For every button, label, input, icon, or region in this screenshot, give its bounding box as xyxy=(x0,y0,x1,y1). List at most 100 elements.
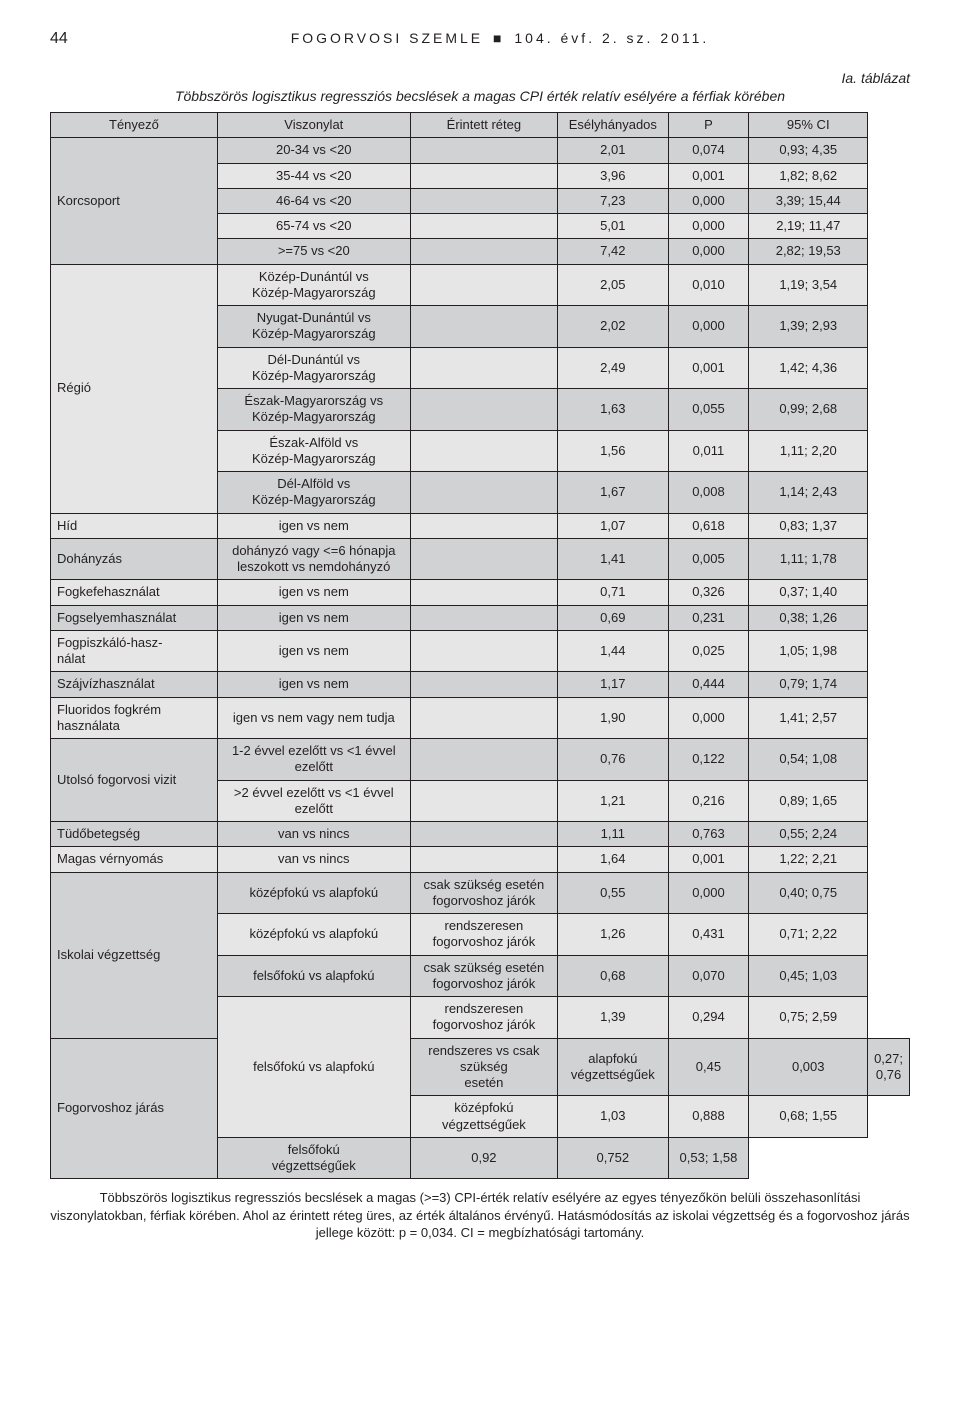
p-cell: 0,001 xyxy=(668,847,749,872)
table-row: Szájvízhasználatigen vs nem1,170,4440,79… xyxy=(51,672,910,697)
ci-cell: 0,68; 1,55 xyxy=(749,1096,868,1138)
or-cell: 1,26 xyxy=(558,914,668,956)
ci-cell: 0,45; 1,03 xyxy=(749,955,868,997)
or-cell: 2,49 xyxy=(558,347,668,389)
factor-cell: Magas vérnyomás xyxy=(51,847,218,872)
layer-cell xyxy=(410,513,558,538)
p-cell: 0,752 xyxy=(558,1137,668,1179)
factor-cell: Iskolai végzettség xyxy=(51,872,218,1038)
layer-cell xyxy=(410,430,558,472)
ci-cell: 1,82; 8,62 xyxy=(749,163,868,188)
p-cell: 0,216 xyxy=(668,780,749,822)
or-cell: 1,11 xyxy=(558,822,668,847)
relation-cell: Észak-Alföld vsKözép-Magyarország xyxy=(217,430,410,472)
or-cell: 0,92 xyxy=(410,1137,558,1179)
table-row: Iskolai végzettségközépfokú vs alapfokúc… xyxy=(51,872,910,914)
page-number: 44 xyxy=(50,30,90,48)
ci-cell: 0,40; 0,75 xyxy=(749,872,868,914)
factor-cell: Fogselyemhasználat xyxy=(51,605,218,630)
ci-cell: 1,42; 4,36 xyxy=(749,347,868,389)
p-cell: 0,000 xyxy=(668,872,749,914)
or-cell: 0,55 xyxy=(558,872,668,914)
relation-cell: van vs nincs xyxy=(217,847,410,872)
layer-cell xyxy=(410,264,558,306)
p-cell: 0,055 xyxy=(668,389,749,431)
ci-cell: 1,14; 2,43 xyxy=(749,472,868,514)
layer-cell xyxy=(410,697,558,739)
layer-cell: alapfokúvégzettségűek xyxy=(558,1038,668,1096)
or-cell: 1,41 xyxy=(558,538,668,580)
layer-cell xyxy=(410,538,558,580)
or-cell: 1,21 xyxy=(558,780,668,822)
layer-cell xyxy=(410,780,558,822)
or-cell: 1,90 xyxy=(558,697,668,739)
factor-cell: Szájvízhasználat xyxy=(51,672,218,697)
p-cell: 0,231 xyxy=(668,605,749,630)
table-caption: Többszörös logisztikus regressziós becsl… xyxy=(50,88,910,104)
relation-cell: Nyugat-Dunántúl vsKözép-Magyarország xyxy=(217,306,410,348)
p-cell: 0,326 xyxy=(668,580,749,605)
factor-cell: Fogpiszkáló-hasz-nálat xyxy=(51,630,218,672)
layer-cell xyxy=(410,188,558,213)
table-header-row: TényezőViszonylatÉrintett rétegEsélyhány… xyxy=(51,113,910,138)
or-cell: 3,96 xyxy=(558,163,668,188)
ci-cell: 0,53; 1,58 xyxy=(668,1137,749,1179)
table-row: Magas vérnyomásvan vs nincs 1,640,0011,22… xyxy=(51,847,910,872)
layer-cell xyxy=(410,822,558,847)
factor-cell: Tüdőbetegség xyxy=(51,822,218,847)
ci-cell: 2,82; 19,53 xyxy=(749,239,868,264)
ci-cell: 1,11; 2,20 xyxy=(749,430,868,472)
layer-cell: csak szükség eseténfogorvoshoz járók xyxy=(410,955,558,997)
relation-cell: Dél-Dunántúl vsKözép-Magyarország xyxy=(217,347,410,389)
layer-cell xyxy=(410,472,558,514)
factor-cell: Fluoridos fogkrémhasználata xyxy=(51,697,218,739)
p-cell: 0,070 xyxy=(668,955,749,997)
or-cell: 2,02 xyxy=(558,306,668,348)
layer-cell xyxy=(410,138,558,163)
or-cell: 1,64 xyxy=(558,847,668,872)
ci-cell: 0,54; 1,08 xyxy=(749,739,868,781)
table-row: Tüdőbetegségvan vs nincs1,110,7630,55; 2… xyxy=(51,822,910,847)
p-cell: 0,431 xyxy=(668,914,749,956)
journal-issue: 104. évf. 2. sz. 2011. xyxy=(514,30,709,46)
or-cell: 1,44 xyxy=(558,630,668,672)
ci-cell: 0,75; 2,59 xyxy=(749,997,868,1039)
table-column-header: Viszonylat xyxy=(217,113,410,138)
layer-cell xyxy=(410,239,558,264)
factor-cell: Korcsoport xyxy=(51,138,218,264)
or-cell: 1,63 xyxy=(558,389,668,431)
table-row: Fogpiszkáló-hasz-nálatigen vs nem1,440,0… xyxy=(51,630,910,672)
layer-cell: rendszeresenfogorvoshoz járók xyxy=(410,997,558,1039)
table-row: Dohányzásdohányzó vagy <=6 hónapjaleszok… xyxy=(51,538,910,580)
ci-cell: 0,71; 2,22 xyxy=(749,914,868,956)
relation-cell: 1-2 évvel ezelőtt vs <1 évvelezelőtt xyxy=(217,739,410,781)
p-cell: 0,005 xyxy=(668,538,749,580)
table-column-header: P xyxy=(668,113,749,138)
relation-cell: igen vs nem xyxy=(217,672,410,697)
ci-cell: 1,11; 1,78 xyxy=(749,538,868,580)
or-cell: 1,39 xyxy=(558,997,668,1039)
p-cell: 0,294 xyxy=(668,997,749,1039)
relation-cell: középfokú vs alapfokú xyxy=(217,914,410,956)
ci-cell: 1,22; 2,21 xyxy=(749,847,868,872)
layer-cell xyxy=(410,847,558,872)
table-row: Utolsó fogorvosi vizit1-2 évvel ezelőtt … xyxy=(51,739,910,781)
layer-cell xyxy=(410,605,558,630)
p-cell: 0,074 xyxy=(668,138,749,163)
relation-cell: rendszeres vs csak szükségesetén xyxy=(410,1038,558,1096)
or-cell: 0,45 xyxy=(668,1038,749,1096)
layer-cell xyxy=(410,580,558,605)
layer-cell: felsőfokúvégzettségűek xyxy=(217,1137,410,1179)
ci-cell: 0,38; 1,26 xyxy=(749,605,868,630)
p-cell: 0,001 xyxy=(668,163,749,188)
layer-cell xyxy=(410,306,558,348)
layer-cell xyxy=(410,630,558,672)
layer-cell: rendszeresenfogorvoshoz járók xyxy=(410,914,558,956)
relation-cell: Dél-Alföld vsKözép-Magyarország xyxy=(217,472,410,514)
table-row: Fogselyemhasználatigen vs nem0,690,2310,… xyxy=(51,605,910,630)
ci-cell: 0,89; 1,65 xyxy=(749,780,868,822)
p-cell: 0,025 xyxy=(668,630,749,672)
or-cell: 0,71 xyxy=(558,580,668,605)
p-cell: 0,011 xyxy=(668,430,749,472)
journal-name: FOGORVOSI SZEMLE xyxy=(291,30,483,46)
